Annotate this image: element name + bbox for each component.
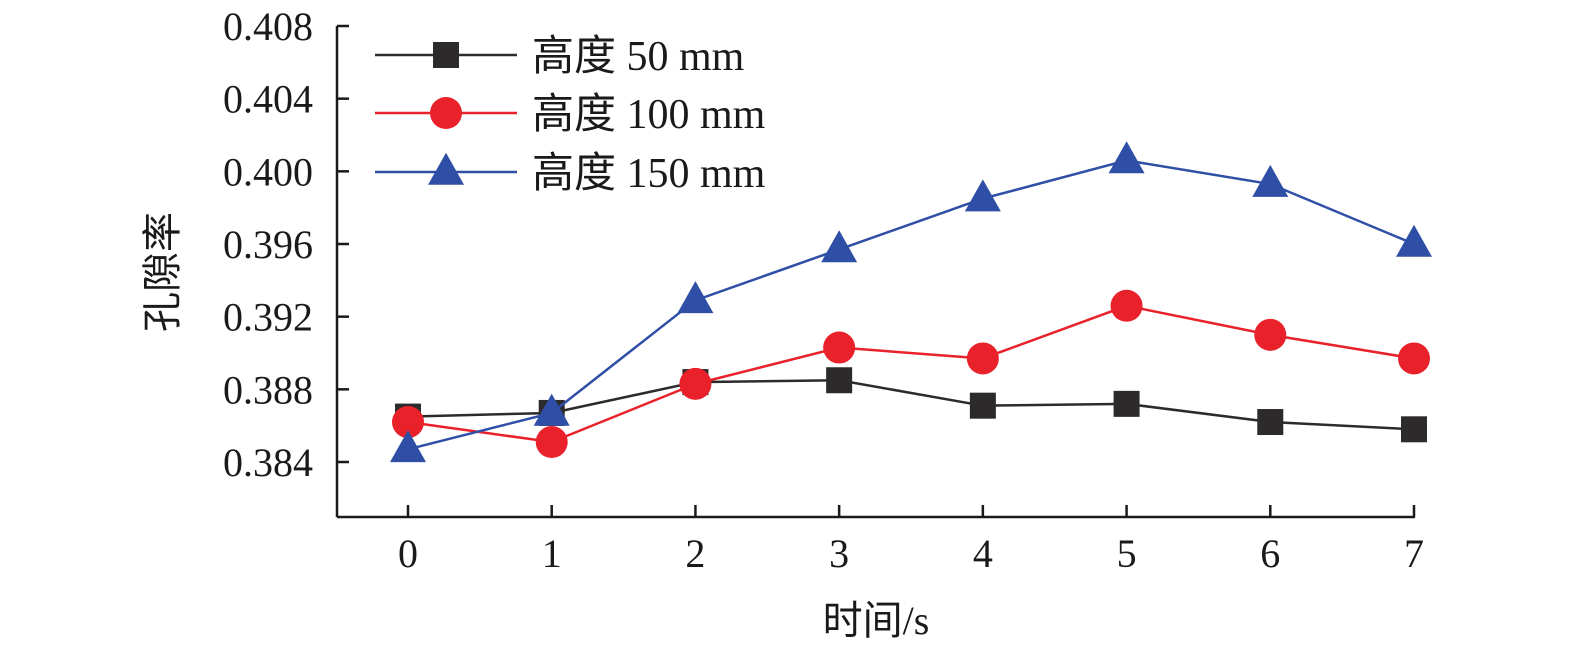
y-tick-label: 0.384 (223, 440, 313, 485)
axes: 0.384 0.388 0.392 0.396 0.400 0.404 0.408 0 1 2 3 4… (223, 4, 1424, 576)
data-point-circle (1254, 318, 1287, 351)
y-tick-label: 0.388 (223, 367, 313, 412)
data-point-circle (823, 331, 856, 364)
series-circle (392, 289, 1430, 459)
legend-item: 高度 100 mm (375, 92, 766, 138)
legend-marker-square (433, 42, 459, 68)
legend-marker-circle (430, 97, 462, 129)
x-tick-label: 7 (1404, 531, 1424, 576)
y-tick-label: 0.408 (223, 4, 313, 49)
series-triangle (390, 141, 1432, 463)
x-tick-label: 5 (1117, 531, 1137, 576)
x-axis-title: 时间/s (823, 598, 930, 643)
data-point-triangle (1396, 224, 1432, 257)
legend-label: 高度 50 mm (532, 34, 745, 80)
y-tick-label: 0.396 (223, 222, 313, 267)
x-tick-label: 0 (398, 531, 418, 576)
data-point-circle (1398, 342, 1430, 375)
data-point-triangle (533, 393, 570, 426)
series-group (390, 141, 1432, 463)
data-point-circle (966, 342, 999, 375)
x-tick-label: 1 (542, 531, 562, 576)
data-point-square (1113, 390, 1140, 417)
data-point-triangle (1252, 164, 1289, 197)
data-point-circle (1110, 289, 1143, 322)
legend-label: 高度 100 mm (532, 92, 766, 138)
data-point-triangle (677, 281, 714, 314)
legend: 高度 50 mm 高度 100 mm 高度 150 mm (375, 34, 766, 197)
x-tick-label: 2 (685, 531, 705, 576)
data-point-square (1401, 416, 1427, 443)
data-point-triangle (1108, 141, 1145, 174)
data-point-square (826, 367, 853, 394)
data-point-triangle (390, 430, 426, 463)
data-point-square (1257, 409, 1284, 436)
y-tick-label: 0.404 (223, 77, 313, 122)
y-tick-label: 0.400 (223, 149, 313, 194)
data-point-triangle (821, 230, 858, 263)
data-point-circle (679, 367, 712, 400)
y-tick-label: 0.392 (223, 295, 313, 340)
data-point-triangle (964, 179, 1001, 212)
legend-item: 高度 50 mm (375, 34, 745, 80)
y-axis-title: 孔隙率 (140, 212, 185, 332)
legend-item: 高度 150 mm (375, 151, 766, 197)
x-tick-label: 6 (1260, 531, 1280, 576)
x-tick-label: 3 (829, 531, 849, 576)
legend-marker-triangle (428, 152, 464, 185)
series-line (407, 378, 1415, 431)
series-line (407, 304, 1415, 444)
series-line (407, 159, 1415, 451)
legend-label: 高度 150 mm (532, 151, 766, 197)
data-point-circle (392, 406, 424, 439)
x-tick-label: 4 (973, 531, 993, 576)
data-point-circle (535, 426, 568, 459)
data-point-square (969, 392, 996, 419)
